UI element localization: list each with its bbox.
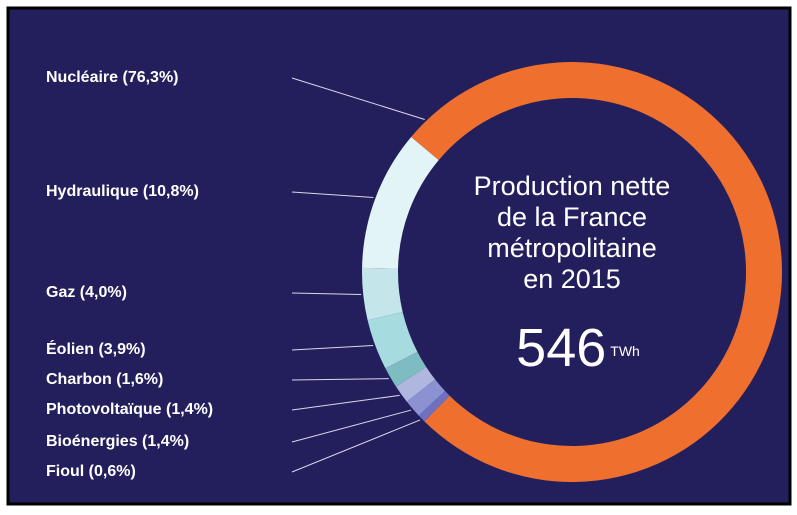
segment-label: Bioénergies (1,4%) xyxy=(46,433,189,450)
center-total: 546 TWh xyxy=(516,318,640,378)
leader-line xyxy=(291,378,389,381)
center-title: en 2015 xyxy=(523,264,621,294)
leader-line xyxy=(291,419,421,473)
donut-segment xyxy=(406,379,446,416)
donut-segment xyxy=(418,391,450,422)
center-title: de la France xyxy=(497,202,647,232)
donut-segment xyxy=(411,62,783,483)
leader-line xyxy=(291,292,362,295)
leader-line xyxy=(291,77,425,120)
segment-label: Éolien (3,9%) xyxy=(46,339,146,358)
center-title: métropolitaine xyxy=(487,233,657,263)
segment-label: Charbon (1,6%) xyxy=(46,371,163,388)
segment-label: Hydraulique (10,8%) xyxy=(46,183,199,200)
total-unit: TWh xyxy=(610,343,640,359)
segment-label: Gaz (4,0%) xyxy=(46,284,127,301)
leader-line xyxy=(291,345,374,351)
donut-segment xyxy=(385,351,427,387)
leader-line xyxy=(291,191,374,199)
total-value: 546 xyxy=(516,318,606,378)
donut-segment xyxy=(362,267,403,321)
segment-label: Fioul (0,6%) xyxy=(46,463,136,480)
donut-segment xyxy=(396,366,436,402)
donut-segment xyxy=(362,137,439,269)
center-title: Production nette xyxy=(474,171,671,201)
leader-line xyxy=(291,394,400,411)
segment-label: Photovoltaïque (1,4%) xyxy=(46,401,213,418)
segment-label: Nucléaire (76,3%) xyxy=(46,69,179,86)
leader-line xyxy=(291,409,412,443)
donut-segment xyxy=(367,311,418,369)
